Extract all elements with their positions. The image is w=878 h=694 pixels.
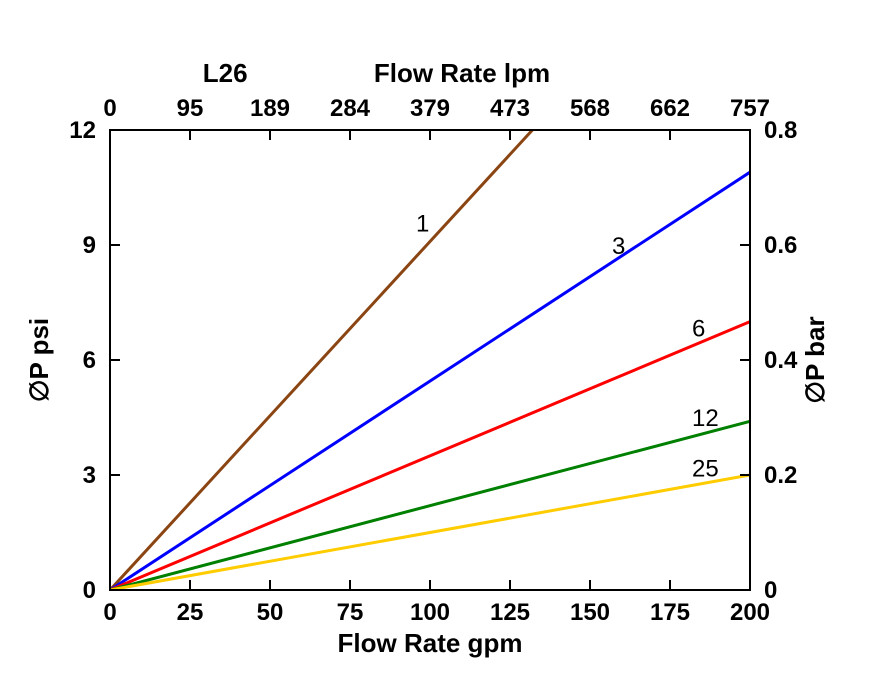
y-right-tick-label: 0.2 bbox=[764, 462, 797, 489]
x-top-tick-label: 284 bbox=[330, 95, 371, 122]
y-left-tick-label: 6 bbox=[83, 347, 96, 374]
x-bottom-tick-label: 75 bbox=[337, 599, 364, 626]
y-right-axis-label: ∅P bar bbox=[800, 316, 830, 403]
series-label-12: 12 bbox=[692, 405, 719, 432]
y-right-tick-label: 0.4 bbox=[764, 347, 798, 374]
x-bottom-tick-label: 50 bbox=[257, 599, 284, 626]
x-bottom-tick-label: 100 bbox=[410, 599, 450, 626]
x-top-tick-label: 568 bbox=[570, 95, 610, 122]
series-label-6: 6 bbox=[692, 316, 705, 343]
series-label-25: 25 bbox=[692, 456, 719, 483]
x-top-tick-label: 379 bbox=[410, 95, 450, 122]
y-left-axis-label: ∅P psi bbox=[24, 318, 54, 402]
chart-title-part2: Flow Rate lpm bbox=[374, 58, 550, 88]
chart-title-part1: L26 bbox=[203, 58, 248, 88]
x-bottom-tick-label: 175 bbox=[650, 599, 690, 626]
chart-container: 0255075100125150175200095189284379473568… bbox=[0, 0, 878, 694]
x-bottom-tick-label: 25 bbox=[177, 599, 204, 626]
y-right-tick-label: 0.8 bbox=[764, 117, 797, 144]
series-label-3: 3 bbox=[612, 233, 625, 260]
x-top-tick-label: 95 bbox=[177, 95, 204, 122]
x-bottom-tick-label: 125 bbox=[490, 599, 530, 626]
y-left-tick-label: 3 bbox=[83, 462, 96, 489]
y-left-tick-label: 9 bbox=[83, 232, 96, 259]
x-top-tick-label: 0 bbox=[103, 95, 116, 122]
x-top-tick-label: 473 bbox=[490, 95, 530, 122]
x-bottom-tick-label: 0 bbox=[103, 599, 116, 626]
y-left-tick-label: 12 bbox=[69, 117, 96, 144]
flow-rate-chart: 0255075100125150175200095189284379473568… bbox=[0, 0, 878, 694]
y-left-tick-label: 0 bbox=[83, 577, 96, 604]
series-label-1: 1 bbox=[416, 211, 429, 238]
x-bottom-tick-label: 150 bbox=[570, 599, 610, 626]
y-right-tick-label: 0 bbox=[764, 577, 777, 604]
x-top-tick-label: 189 bbox=[250, 95, 290, 122]
y-right-tick-label: 0.6 bbox=[764, 232, 797, 259]
x-bottom-axis-label: Flow Rate gpm bbox=[338, 628, 523, 658]
x-top-tick-label: 662 bbox=[650, 95, 690, 122]
